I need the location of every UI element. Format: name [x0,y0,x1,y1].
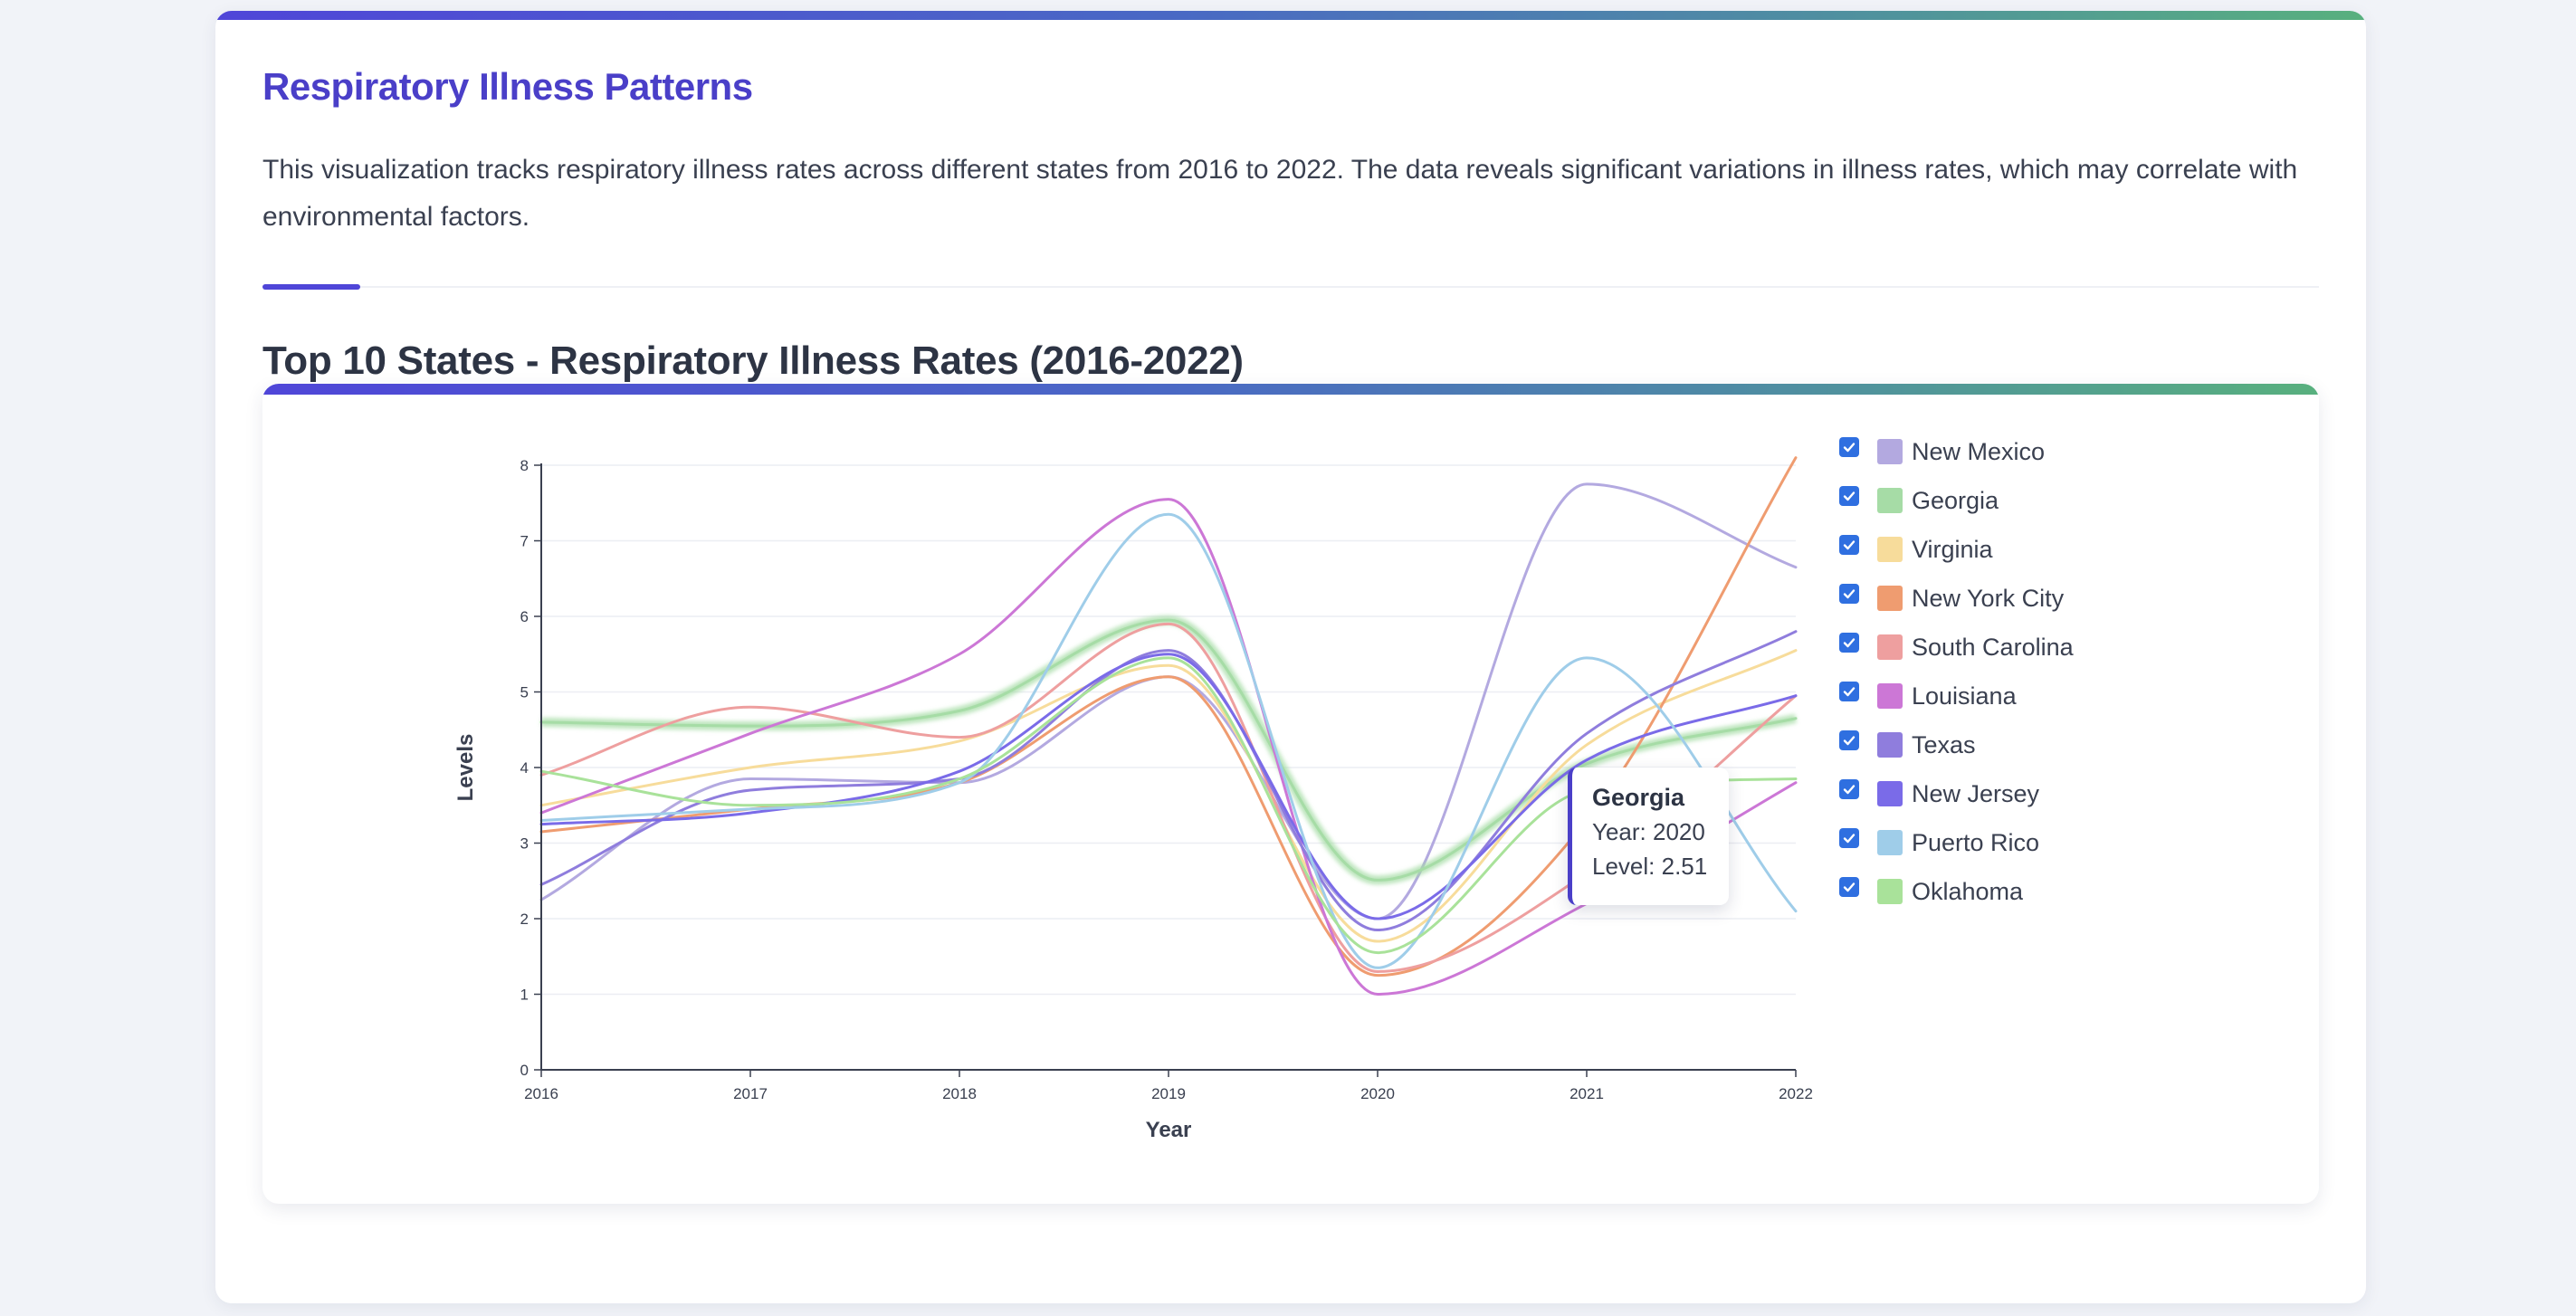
legend-label: Puerto Rico [1912,828,2040,856]
legend-label: South Carolina [1912,633,2074,661]
checkmark-icon [1843,638,1856,648]
legend-checkbox[interactable] [1839,877,1859,897]
legend-label: Georgia [1912,486,1999,514]
y-axis-title: Levels [453,734,478,802]
legend-swatch [1877,683,1903,709]
legend-item-puerto-rico[interactable]: Puerto Rico [1839,818,2219,867]
series-line-georgia[interactable] [539,618,1798,882]
y-tick-label: 6 [520,608,529,625]
legend-checkbox[interactable] [1839,730,1859,750]
legend-swatch [1877,488,1903,513]
legend-label: Louisiana [1912,682,2017,710]
legend-item-georgia[interactable]: Georgia [1839,476,2219,525]
checkmark-icon [1843,882,1856,892]
series-line-new-jersey[interactable] [539,653,1798,920]
chart-legend: New Mexico Georgia Virginia New York City So… [1839,427,2219,916]
y-tick-label: 1 [520,987,529,1004]
chart-card: 0 1 2 3 4 5 6 7 8 2016 2017 2018 2019 2020 2021 2022 Ye… [262,384,2319,1204]
series-line-louisiana[interactable] [539,498,1798,996]
y-tick-label: 2 [520,911,529,928]
legend-swatch [1877,732,1903,758]
legend-swatch [1877,439,1903,464]
x-tick-label: 2016 [524,1085,558,1102]
y-tick-label: 5 [520,684,529,701]
series-line-new-mexico[interactable] [539,482,1798,920]
checkmark-icon [1843,443,1856,453]
legend-swatch [1877,879,1903,904]
x-axis-title: Year [1146,1118,1192,1142]
legend-item-new-jersey[interactable]: New Jersey [1839,769,2219,818]
x-tick-label: 2022 [1779,1085,1813,1102]
legend-label: New York City [1912,584,2065,612]
checkmark-icon [1843,785,1856,795]
section-divider [262,286,2319,288]
tooltip-level: Level: 2.51 [1592,853,1708,880]
legend-checkbox[interactable] [1839,437,1859,457]
page-card: Respiratory Illness Patterns This visual… [215,11,2366,1303]
legend-item-virginia[interactable]: Virginia [1839,525,2219,574]
legend-checkbox[interactable] [1839,779,1859,799]
legend-item-oklahoma[interactable]: Oklahoma [1839,867,2219,916]
axes: 0 1 2 3 4 5 6 7 8 2016 2017 2018 2019 2020 2021 2022 [520,457,1813,1102]
x-tick-label: 2017 [733,1085,768,1102]
legend-label: Oklahoma [1912,877,2024,905]
y-tick-label: 3 [520,835,529,853]
legend-checkbox[interactable] [1839,486,1859,506]
legend-item-south-carolina[interactable]: South Carolina [1839,623,2219,672]
y-tick-label: 4 [520,759,529,777]
checkmark-icon [1843,540,1856,550]
legend-label: New Jersey [1912,779,2040,807]
legend-swatch [1877,781,1903,806]
legend-item-texas[interactable]: Texas [1839,720,2219,769]
legend-item-new-mexico[interactable]: New Mexico [1839,427,2219,476]
legend-swatch [1877,537,1903,562]
x-tick-label: 2019 [1151,1085,1186,1102]
page-description: This visualization tracks respiratory il… [262,155,2298,232]
legend-item-louisiana[interactable]: Louisiana [1839,672,2219,720]
x-tick-label: 2021 [1569,1085,1604,1102]
series-line-virginia[interactable] [539,649,1798,943]
checkmark-icon [1843,491,1856,501]
legend-item-new-york-city[interactable]: New York City [1839,574,2219,623]
checkmark-icon [1843,589,1856,599]
checkmark-icon [1843,687,1856,697]
legend-checkbox[interactable] [1839,633,1859,653]
legend-swatch [1877,586,1903,611]
chart-card-accent-bar [262,384,2319,395]
y-tick-label: 0 [520,1062,529,1079]
legend-checkbox[interactable] [1839,682,1859,701]
series-line-puerto-rico[interactable] [539,512,1798,969]
legend-label: Texas [1912,730,1976,758]
chart-heading: Top 10 States - Respiratory Illness Rate… [262,339,1244,383]
y-tick-label: 7 [520,533,529,550]
chart-tooltip: Georgia Year: 2020 Level: 2.51 [1568,768,1729,905]
x-tick-label: 2020 [1360,1085,1395,1102]
divider-accent [262,284,360,290]
series-lines [539,456,1798,996]
top-accent-bar [215,11,2366,20]
y-tick-label: 8 [520,457,529,474]
legend-label: New Mexico [1912,437,2046,465]
series-line-texas[interactable] [539,630,1798,932]
tooltip-state: Georgia [1592,784,1685,811]
legend-checkbox[interactable] [1839,828,1859,848]
legend-checkbox[interactable] [1839,535,1859,555]
line-chart: 0 1 2 3 4 5 6 7 8 2016 2017 2018 2019 2020 2021 2022 Ye… [453,456,1813,1142]
legend-label: Virginia [1912,535,1993,563]
checkmark-icon [1843,736,1856,746]
checkmark-icon [1843,834,1856,844]
x-tick-label: 2018 [942,1085,977,1102]
tooltip-year: Year: 2020 [1592,818,1705,845]
page-title: Respiratory Illness Patterns [262,65,753,108]
legend-checkbox[interactable] [1839,584,1859,604]
legend-swatch [1877,830,1903,855]
legend-swatch [1877,634,1903,660]
